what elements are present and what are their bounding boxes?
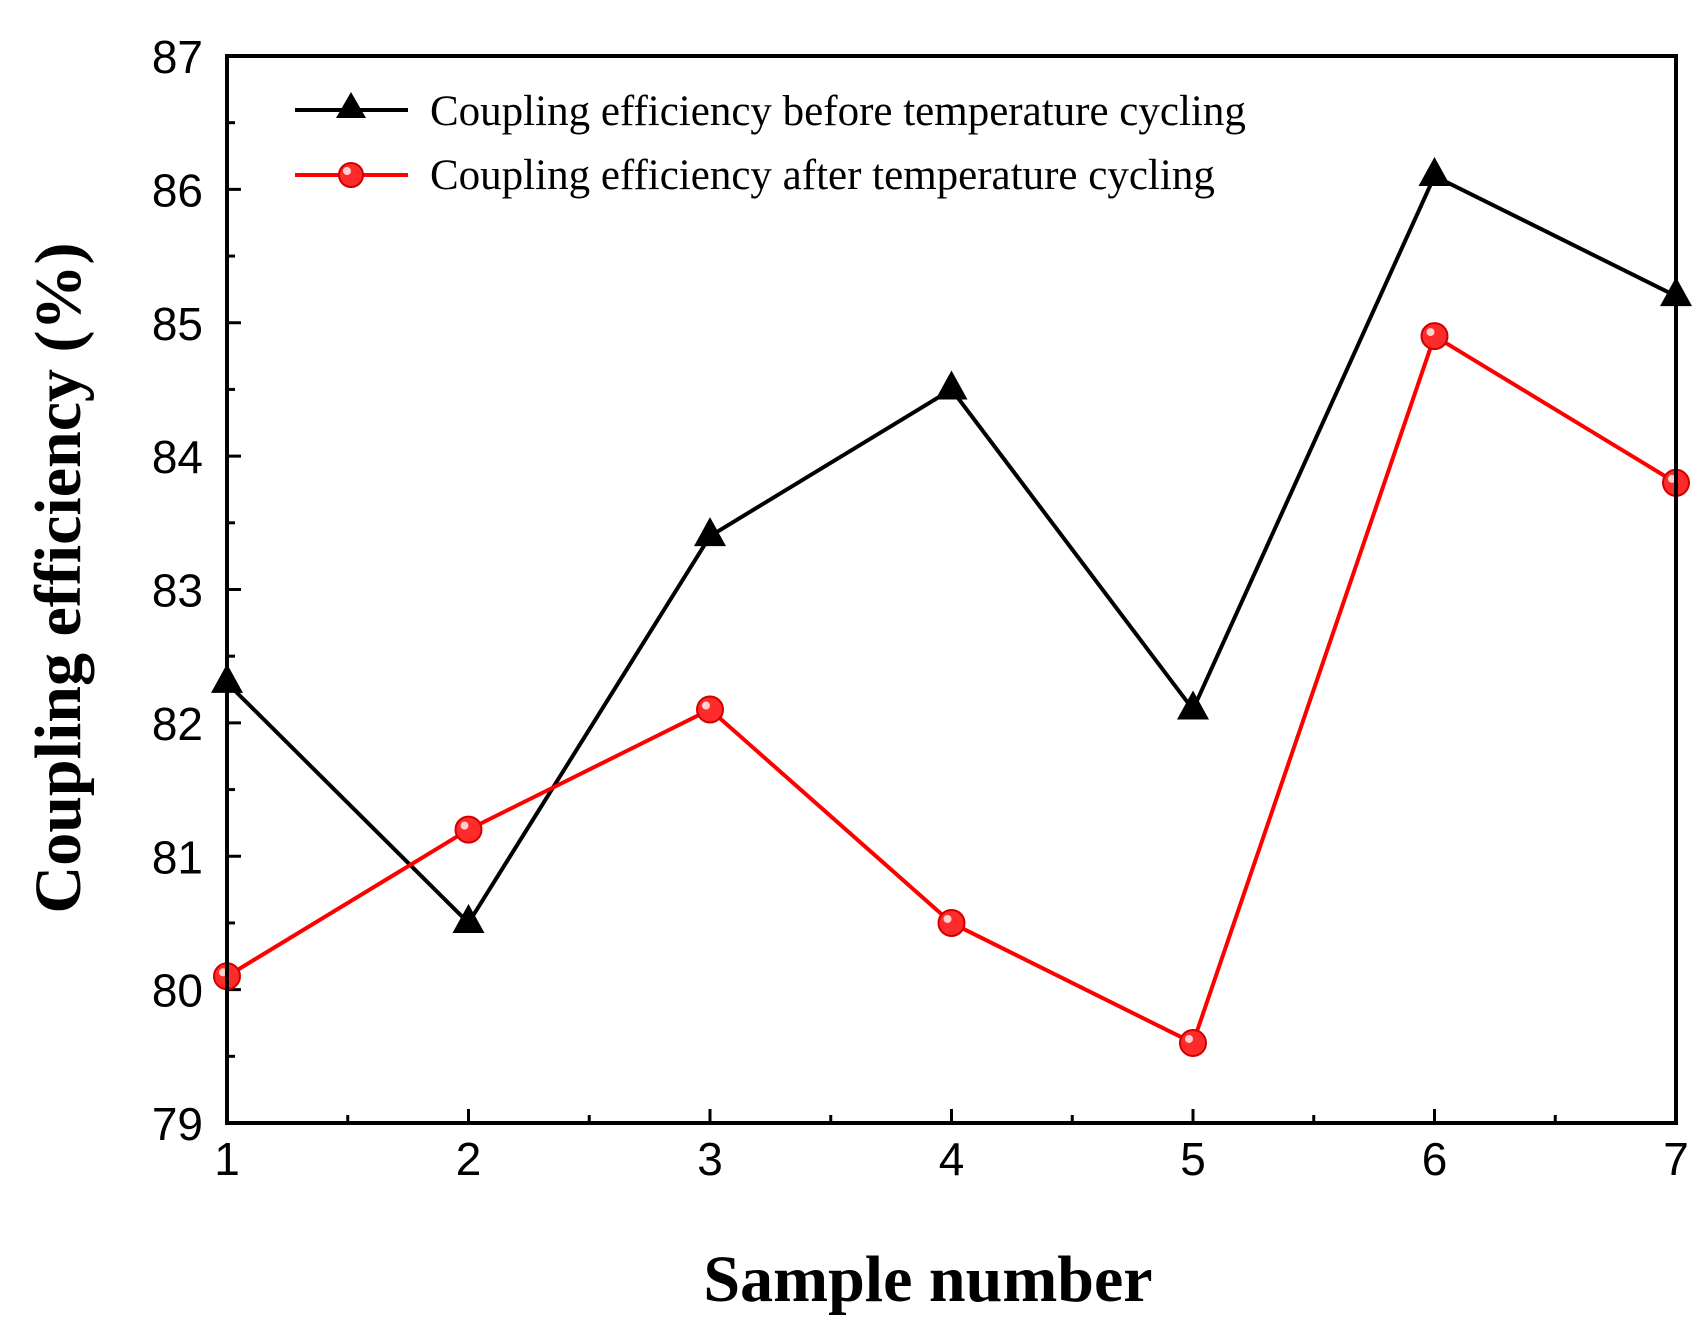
legend-marker-circle bbox=[338, 162, 364, 188]
y-tick-label: 79 bbox=[152, 1098, 203, 1150]
x-tick-label: 3 bbox=[697, 1133, 723, 1185]
data-point-after bbox=[937, 908, 966, 937]
data-point-before bbox=[1177, 690, 1209, 720]
legend-label-before: Coupling efficiency before temperature c… bbox=[430, 88, 1246, 135]
x-tick-label: 5 bbox=[1180, 1133, 1206, 1185]
y-tick-label: 81 bbox=[152, 831, 203, 883]
data-point-before bbox=[452, 903, 485, 933]
legend-marker-triangle bbox=[336, 92, 366, 118]
series-line-before bbox=[225, 173, 1677, 927]
y-tick-label: 86 bbox=[152, 164, 203, 216]
series-line-after bbox=[225, 333, 1678, 1046]
y-tick-label: 85 bbox=[152, 298, 203, 350]
data-point-highlight bbox=[1426, 328, 1435, 337]
y-tick-label: 83 bbox=[152, 565, 203, 617]
series-after bbox=[213, 322, 1690, 1057]
data-point-highlight bbox=[460, 821, 469, 830]
y-axis-title: Coupling efficiency (%) bbox=[22, 243, 95, 914]
x-tick-label: 1 bbox=[214, 1133, 240, 1185]
data-point-after bbox=[696, 695, 724, 724]
data-point-highlight bbox=[702, 701, 710, 710]
data-point-highlight bbox=[943, 914, 952, 923]
legend-marker-highlight bbox=[343, 167, 351, 175]
x-tick-label: 4 bbox=[939, 1133, 965, 1185]
data-point-before bbox=[935, 370, 968, 400]
major-ticks bbox=[225, 54, 1678, 1125]
x-tick-label: 7 bbox=[1663, 1133, 1689, 1185]
legend: Coupling efficiency before temperature c… bbox=[295, 88, 1246, 199]
series-before bbox=[211, 157, 1692, 933]
series-layer bbox=[211, 157, 1692, 1057]
plot-frame bbox=[225, 54, 1678, 1125]
x-tick-label: 2 bbox=[456, 1133, 482, 1185]
x-tick-label: 6 bbox=[1422, 1133, 1448, 1185]
data-point-after bbox=[454, 815, 483, 844]
x-tick-labels: 1 2 3 4 5 6 7 bbox=[214, 1133, 1689, 1185]
data-point-after bbox=[1179, 1028, 1207, 1057]
data-point-before bbox=[1418, 157, 1451, 187]
data-point-highlight bbox=[1185, 1034, 1193, 1043]
x-axis-title: Sample number bbox=[703, 1243, 1152, 1316]
legend-entry-after: Coupling efficiency after temperature cy… bbox=[295, 152, 1215, 199]
data-point-before bbox=[694, 517, 726, 547]
y-tick-label: 84 bbox=[152, 431, 203, 483]
legend-label-after: Coupling efficiency after temperature cy… bbox=[430, 152, 1215, 199]
legend-entry-before: Coupling efficiency before temperature c… bbox=[295, 88, 1246, 135]
y-tick-label: 82 bbox=[152, 698, 203, 750]
y-tick-label: 87 bbox=[152, 31, 203, 83]
data-point-after bbox=[1420, 322, 1449, 351]
minor-ticks bbox=[227, 121, 1557, 1123]
y-tick-label: 80 bbox=[152, 965, 203, 1017]
y-tick-labels: 79 80 81 82 83 84 85 86 87 bbox=[152, 31, 203, 1150]
